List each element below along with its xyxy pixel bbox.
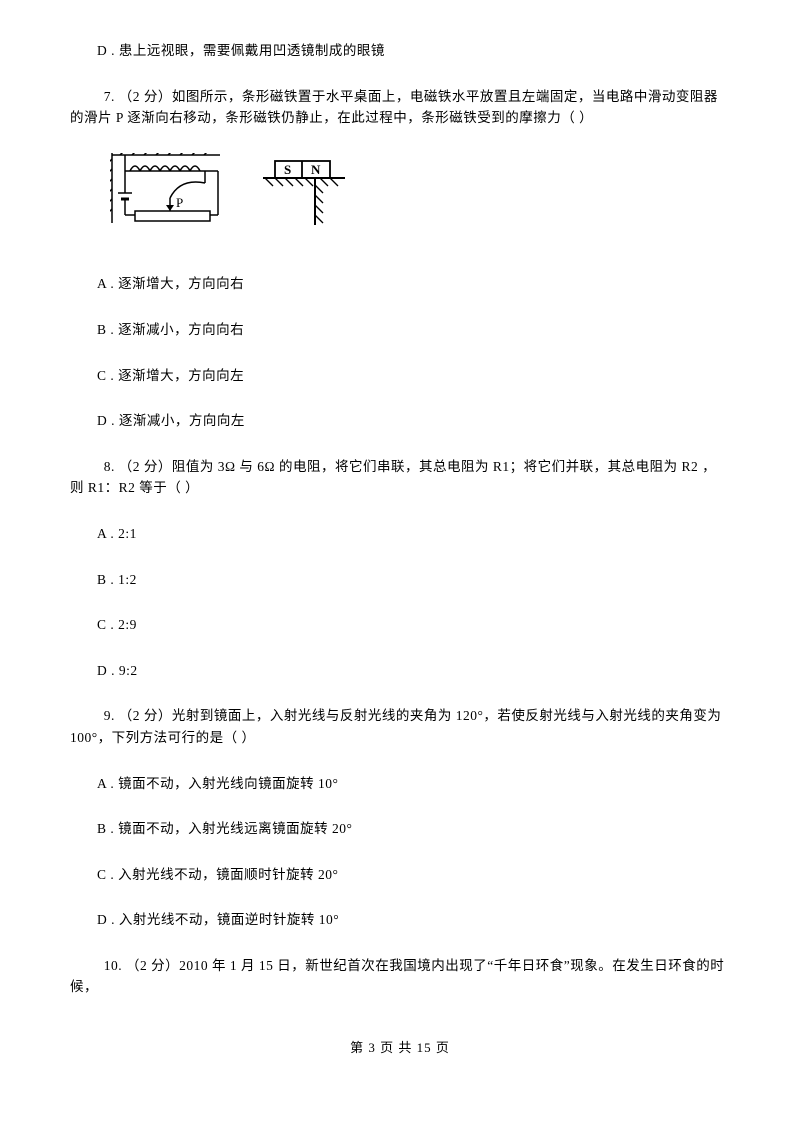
q8-option-a: A . 2:1 [70, 523, 730, 545]
q9-option-a: A . 镜面不动，入射光线向镜面旋转 10° [70, 773, 730, 795]
q7-option-a: A . 逐渐增大，方向向右 [70, 273, 730, 295]
q8-option-d: D . 9:2 [70, 660, 730, 682]
q8-option-c: C . 2:9 [70, 614, 730, 636]
q7-option-c: C . 逐渐增大，方向向左 [70, 365, 730, 387]
q7-stem: 7. （2 分）如图所示，条形磁铁置于水平桌面上，电磁铁水平放置且左端固定，当电… [70, 86, 730, 129]
q9-option-c: C . 入射光线不动，镜面顺时针旋转 20° [70, 864, 730, 886]
magnet-s-label: S [284, 162, 291, 177]
q6-option-d: D . 患上远视眼，需要佩戴用凹透镜制成的眼镜 [70, 40, 730, 62]
q9-stem: 9. （2 分）光射到镜面上，入射光线与反射光线的夹角为 120°，若使反射光线… [70, 705, 730, 748]
q10-stem: 10. （2 分）2010 年 1 月 15 日，新世纪首次在我国境内出现了“千… [70, 955, 730, 998]
q8-stem: 8. （2 分）阻值为 3Ω 与 6Ω 的电阻，将它们串联，其总电阻为 R1；将… [70, 456, 730, 499]
page-footer: 第 3 页 共 15 页 [70, 1038, 730, 1059]
q9-option-d: D . 入射光线不动，镜面逆时针旋转 10° [70, 909, 730, 931]
magnet-n-label: N [311, 162, 321, 177]
q7-option-b: B . 逐渐减小，方向向右 [70, 319, 730, 341]
slider-p-label: P [176, 195, 183, 210]
q7-figure: P S N [110, 153, 730, 250]
q9-option-b: B . 镜面不动，入射光线远离镜面旋转 20° [70, 818, 730, 840]
q7-option-d: D . 逐渐减小，方向向左 [70, 410, 730, 432]
q8-option-b: B . 1:2 [70, 569, 730, 591]
